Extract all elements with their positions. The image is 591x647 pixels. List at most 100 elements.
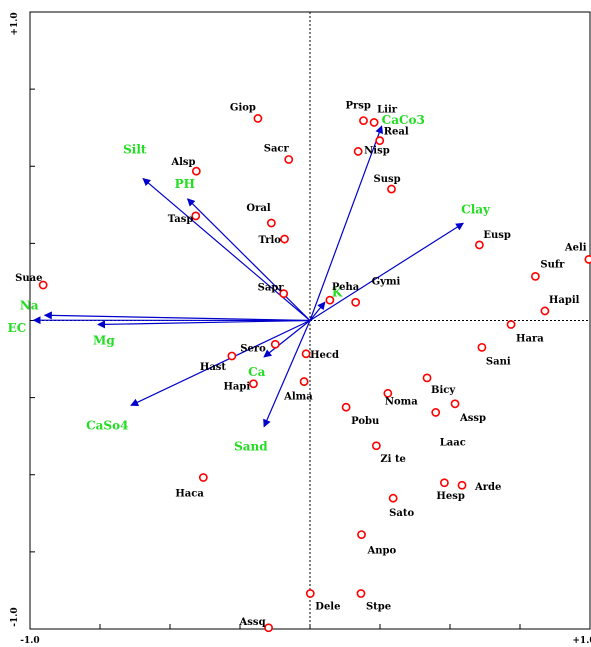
- species-label-pobu: Pobu: [351, 416, 379, 427]
- species-point-hapi: [249, 379, 258, 389]
- species-label-hapil: Hapil: [549, 295, 580, 306]
- species-label-hara: Hara: [516, 334, 544, 345]
- species-label-hapi: Hapi: [223, 382, 250, 393]
- env-vector-caco3: [309, 125, 384, 321]
- species-label-sapr: Sapr: [258, 283, 285, 294]
- species-point-hesp: [439, 478, 449, 488]
- species-point-sufr: [531, 271, 540, 281]
- x-tick-label-max: +1.0: [572, 636, 591, 646]
- species-point-aeli: [584, 255, 591, 264]
- env-label-mg: Mg: [93, 334, 115, 348]
- env-label-caco3: CaCo3: [382, 113, 425, 127]
- species-label-sacr: Sacr: [264, 143, 290, 154]
- species-label-oral: Oral: [246, 203, 270, 214]
- species-label-prsp: Prsp: [345, 101, 370, 112]
- species-point-hapil: [540, 306, 550, 316]
- env-label-ph: PH: [175, 177, 195, 191]
- species-label-stpe: Stpe: [366, 602, 391, 613]
- species-point-assp: [450, 399, 460, 409]
- species-point-noma: [383, 388, 393, 398]
- species-label-zi-te: Zi te: [380, 454, 406, 465]
- env-vector-ca: [263, 320, 311, 358]
- species-label-eusp: Eusp: [483, 230, 511, 241]
- env-label-sand: Sand: [234, 440, 268, 454]
- env-label-ca: Ca: [248, 365, 266, 379]
- env-vector-mg: [97, 319, 311, 329]
- species-point-giop: [253, 114, 263, 123]
- species-point-real: [375, 136, 385, 146]
- species-point-sani: [477, 342, 487, 352]
- env-label-ec: EC: [8, 321, 27, 335]
- species-point-oral: [266, 218, 276, 228]
- species-point-hecd: [301, 349, 311, 359]
- species-point-susp: [387, 184, 396, 194]
- species-point-stpe: [356, 589, 366, 598]
- species-label-sero: Sero: [240, 343, 266, 354]
- species-point-liir: [369, 118, 379, 127]
- species-point-dele: [305, 589, 315, 598]
- env-label-silt: Silt: [123, 143, 147, 157]
- species-point-anpo: [357, 530, 366, 539]
- species-label-bicy: Bicy: [431, 385, 456, 396]
- y-tick-label-max: +1.0: [10, 12, 20, 35]
- species-label-noma: Noma: [385, 396, 418, 407]
- env-label-k: K: [332, 285, 343, 299]
- species-label-assq: Assq: [239, 617, 266, 628]
- species-point-alma: [299, 377, 309, 386]
- species-point-zi-te: [371, 441, 381, 451]
- species-point-assq: [264, 623, 273, 633]
- species-label-anpo: Anpo: [367, 546, 397, 557]
- species-label-susp: Susp: [373, 174, 400, 185]
- species-point-eusp: [474, 240, 484, 250]
- env-vector-silt: [142, 177, 311, 321]
- species-point-prsp: [359, 116, 368, 125]
- species-point-sero: [270, 339, 280, 349]
- species-point-pobu: [341, 402, 351, 412]
- env-vector-ph: [186, 198, 311, 321]
- species-label-sufr: Sufr: [540, 259, 565, 270]
- env-label-caso4: CaSo4: [86, 418, 128, 432]
- species-point-nisp: [353, 147, 363, 156]
- species-label-alsp: Alsp: [170, 157, 195, 168]
- species-label-peha: Peha: [332, 282, 360, 293]
- species-label-arde: Arde: [474, 482, 501, 493]
- env-vector-clay: [309, 222, 465, 322]
- species-label-sani: Sani: [486, 356, 511, 367]
- species-point-haca: [198, 473, 208, 482]
- species-label-tasp: Tasp: [168, 214, 194, 225]
- env-vector-na: [43, 311, 311, 322]
- species-label-haca: Haca: [175, 489, 204, 500]
- species-point-hara: [506, 320, 516, 329]
- species-point-sapr: [279, 289, 289, 299]
- species-point-peha: [325, 295, 335, 305]
- species-label-hecd: Hecd: [310, 350, 339, 361]
- species-label-laac: Laac: [440, 437, 466, 448]
- env-vector-sand: [263, 320, 311, 428]
- species-point-hast: [227, 351, 237, 361]
- species-label-hast: Hast: [200, 362, 227, 373]
- x-tick-label-min: -1.0: [20, 636, 39, 646]
- species-label-real: Real: [384, 127, 409, 138]
- species-point-suae: [38, 280, 48, 290]
- species-point-bicy: [422, 373, 432, 383]
- species-label-assp: Assp: [459, 413, 486, 424]
- env-label-na: Na: [20, 298, 39, 312]
- species-label-aeli: Aeli: [564, 242, 587, 253]
- species-point-sacr: [284, 155, 294, 164]
- species-label-trlo: Trlo: [259, 235, 282, 246]
- env-vector-k: [309, 301, 326, 321]
- species-label-sato: Sato: [389, 508, 414, 519]
- species-point-laac: [431, 408, 441, 417]
- species-point-sato: [388, 493, 398, 503]
- env-label-clay: Clay: [461, 202, 491, 216]
- species-label-nisp: Nisp: [364, 145, 390, 156]
- species-label-liir: Liir: [377, 104, 398, 115]
- species-label-alma: Alma: [283, 392, 313, 403]
- species-point-trlo: [280, 234, 289, 244]
- species-point-arde: [457, 480, 467, 490]
- species-point-alsp: [191, 166, 201, 176]
- species-label-suae: Suae: [15, 273, 42, 284]
- species-label-hesp: Hesp: [436, 491, 464, 502]
- species-label-dele: Dele: [315, 602, 340, 613]
